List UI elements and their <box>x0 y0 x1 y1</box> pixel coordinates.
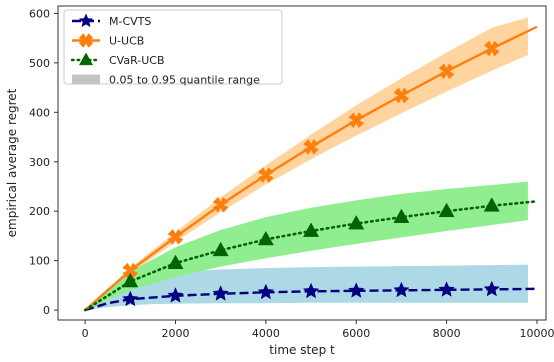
data-point-cvar-ucb <box>212 241 229 257</box>
plot-frame <box>57 5 547 321</box>
y-axis-ticks: 0 100 200 300 400 500 600 <box>29 7 58 317</box>
data-point-m-cvts <box>302 282 320 299</box>
data-point-u-ucb <box>393 87 410 104</box>
legend-label-m-cvts: M-CVTS <box>109 15 151 28</box>
x-tick-label: 10000 <box>519 327 554 340</box>
data-point-m-cvts <box>122 290 139 307</box>
quantile-band-m-cvts <box>85 264 528 311</box>
data-point-m-cvts <box>438 281 455 297</box>
legend-marker-u-ucb <box>78 33 94 48</box>
legend: M-CVTS U-UCB CVaR-UCB 0.05 to 0.95 quantile… <box>63 9 283 87</box>
data-point-cvar-ucb <box>257 230 274 246</box>
quantile-band-cvar-ucb <box>85 181 528 311</box>
data-point-m-cvts <box>347 282 365 298</box>
legend-band-swatch <box>72 74 100 85</box>
series-markers <box>122 40 501 307</box>
data-point-m-cvts <box>167 287 184 303</box>
legend-box <box>63 9 283 85</box>
data-point-u-ucb <box>483 40 500 57</box>
data-point-u-ucb <box>438 63 455 80</box>
x-axis-ticks: 0 2000 4000 6000 8000 10000 <box>82 320 554 340</box>
data-point-m-cvts <box>212 285 229 301</box>
data-point-cvar-ucb <box>167 254 184 269</box>
data-point-m-cvts <box>483 280 501 297</box>
y-axis-title: empirical average regret <box>5 88 19 237</box>
data-point-m-cvts <box>257 283 275 300</box>
legend-marker-m-cvts <box>78 13 94 28</box>
legend-label-u-ucb: U-UCB <box>109 35 144 48</box>
legend-marker-cvar-ucb <box>78 52 94 66</box>
data-point-u-ucb <box>167 229 184 245</box>
legend-label-cvar-ucb: CVaR-UCB <box>109 54 165 67</box>
data-point-u-ucb <box>212 196 229 213</box>
data-point-u-ucb <box>303 139 319 155</box>
legend-label-quantile-range: 0.05 to 0.95 quantile range <box>109 74 260 87</box>
quantile-bands <box>85 17 528 311</box>
data-point-m-cvts <box>393 281 410 298</box>
x-tick-label: 2000 <box>161 327 189 340</box>
data-point-cvar-ucb <box>393 208 410 223</box>
data-point-cvar-ucb <box>303 222 320 237</box>
quantile-band-u-ucb <box>85 17 528 311</box>
x-tick-label: 0 <box>82 327 89 340</box>
y-tick-label: 100 <box>29 255 50 268</box>
y-tick-label: 0 <box>43 304 50 317</box>
y-tick-label: 600 <box>29 7 50 20</box>
x-tick-label: 6000 <box>342 327 370 340</box>
y-tick-label: 500 <box>29 57 50 70</box>
data-point-cvar-ucb <box>348 215 365 230</box>
x-axis-title: time step t <box>269 343 335 357</box>
y-tick-label: 200 <box>29 205 50 218</box>
data-point-u-ucb <box>348 112 365 129</box>
x-tick-label: 4000 <box>252 327 280 340</box>
data-point-cvar-ucb <box>483 197 500 212</box>
y-tick-label: 400 <box>29 106 50 119</box>
x-tick-label: 8000 <box>433 327 461 340</box>
data-point-cvar-ucb <box>438 202 455 218</box>
data-point-u-ucb <box>257 167 274 184</box>
data-point-cvar-ucb <box>122 272 139 288</box>
y-tick-label: 300 <box>29 156 50 169</box>
